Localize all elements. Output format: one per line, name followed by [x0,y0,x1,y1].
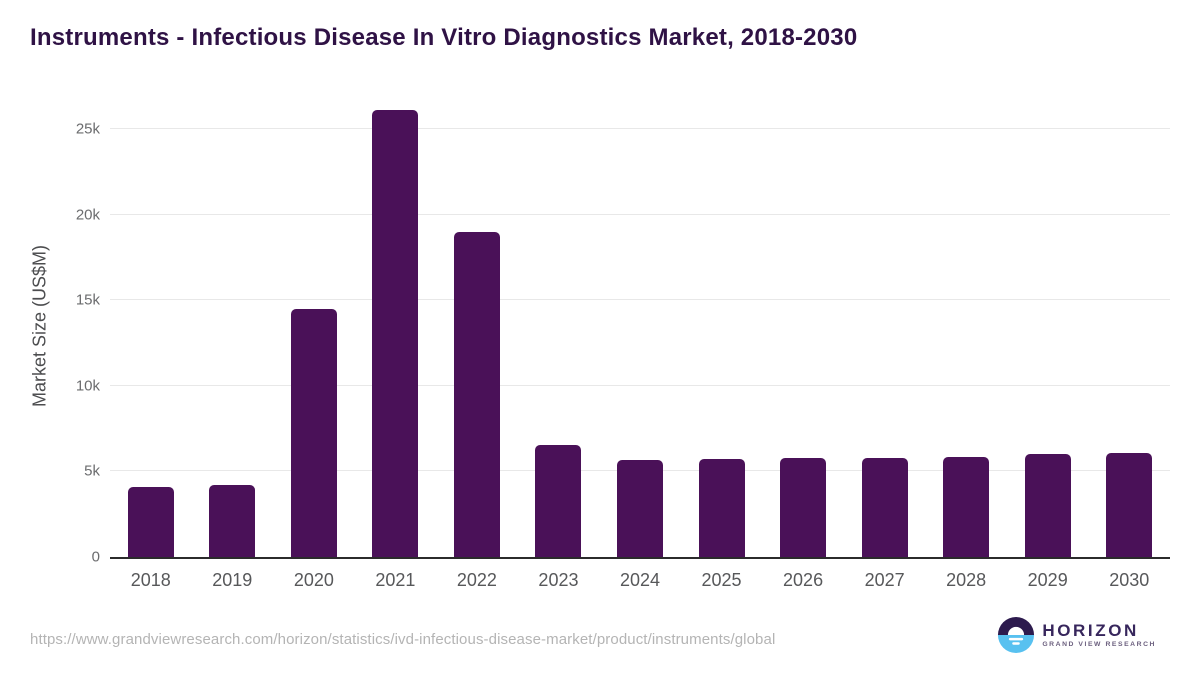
gridline-10k [110,384,1170,386]
horizon-tagline: GRAND VIEW RESEARCH [1042,640,1156,648]
chart-title: Instruments - Infectious Disease In Vitr… [30,24,858,51]
bar-2024 [617,459,663,557]
x-tick-label-2030: 2030 [1109,570,1150,590]
horizon-logo: HORIZON GRAND VIEW RESEARCH [997,616,1156,654]
x-tick-label-2021: 2021 [375,570,416,590]
horizon-wordmark: HORIZON [1042,620,1139,640]
x-tick-label-2024: 2024 [619,570,661,590]
x-tick-label-2027: 2027 [864,570,905,590]
gridline-20k [110,213,1170,215]
gridline-15k [110,299,1170,301]
x-tick-label-2026: 2026 [783,570,824,590]
y-tick-label-10k: 10k [75,377,100,395]
bar-2022 [453,231,500,557]
x-tick-label-2019: 2019 [212,570,253,590]
gridline-25k [110,128,1170,130]
horizon-logo-text: HORIZON GRAND VIEW RESEARCH [1042,622,1156,649]
plot-area [110,95,1170,559]
bar-2029 [1024,454,1071,557]
x-tick-label-2023: 2023 [538,570,579,590]
bar-2028 [943,456,990,557]
bar-2019 [209,485,256,557]
x-tick-label-2029: 2029 [1027,570,1068,590]
y-tick-label-25k: 25k [75,120,100,138]
x-tick-label-2020: 2020 [293,570,334,590]
x-tick-label-2022: 2022 [456,570,497,590]
bar-2018 [127,486,174,557]
y-tick-label-5k: 5k [84,462,100,480]
bar-2021 [372,110,419,557]
bar-2025 [698,459,745,557]
bar-2023 [535,444,582,557]
bar-2020 [290,308,337,557]
x-tick-label-2025: 2025 [701,570,742,590]
y-tick-label-0: 0 [91,548,100,566]
y-tick-label-20k: 20k [75,206,100,224]
x-tick-label-2028: 2028 [946,570,987,590]
y-tick-label-15k: 15k [75,291,100,309]
x-tick-label-2018: 2018 [130,570,171,590]
bar-2027 [861,457,908,557]
y-axis: 0 5k 10k 15k 20k 25k [0,95,100,565]
bar-2030 [1106,452,1153,557]
bar-2026 [780,458,827,557]
x-axis: 2018 2019 2020 2021 2022 2023 2024 2025 2026 2027… [110,559,1170,599]
source-url: https://www.grandviewresearch.com/horizo… [30,631,776,648]
horizon-logo-icon [998,616,1035,654]
